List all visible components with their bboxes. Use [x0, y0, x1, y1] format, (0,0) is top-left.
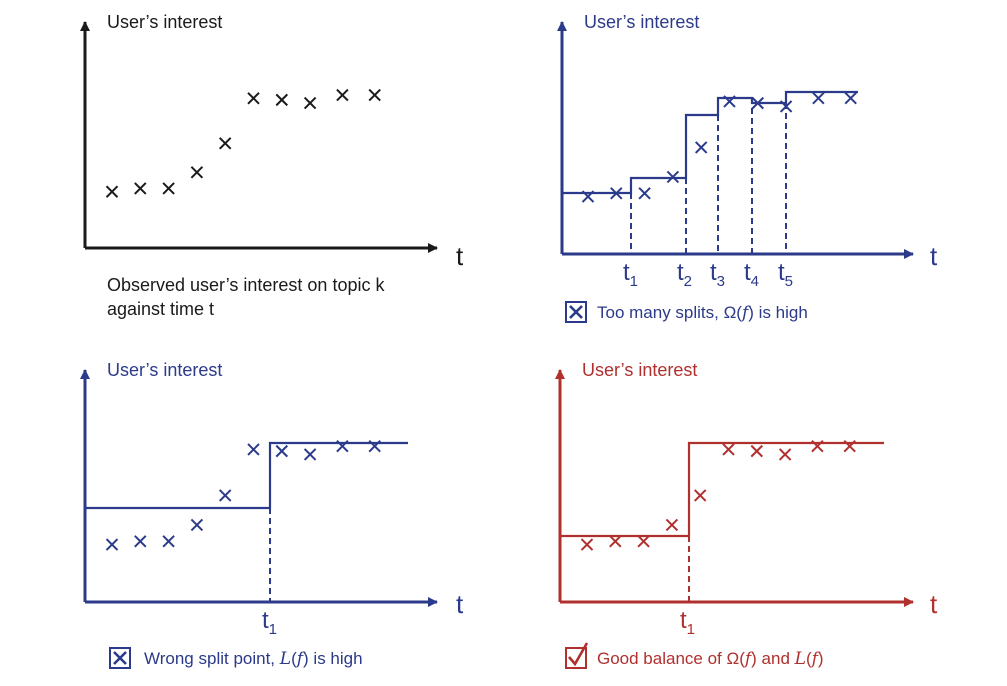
y-axis-label: User’s interest	[107, 360, 222, 380]
data-point-10	[368, 439, 381, 453]
y-axis-label: User’s interest	[107, 12, 222, 32]
data-point-4	[190, 518, 204, 532]
data-points	[105, 88, 381, 198]
data-point-8	[303, 96, 317, 110]
data-point-8	[779, 100, 793, 113]
tick-t1: t1	[262, 607, 277, 638]
svg-text:t1: t1	[262, 607, 277, 638]
caption-line-2: against time t	[107, 299, 214, 319]
panel-too-many-splits: User’s interest t t1 t2 t3 t4 t5 Too man…	[557, 12, 938, 323]
data-point-4	[666, 170, 680, 184]
data-point-7	[275, 444, 289, 458]
data-point-4	[190, 166, 204, 179]
tick-t3: t3	[710, 259, 725, 290]
panel-observed: User’s interest t Observed user’s intere…	[80, 12, 464, 319]
tick-t5: t5	[778, 259, 793, 290]
split-lines	[630, 98, 787, 254]
x-axis-label: t	[456, 241, 464, 271]
cross-box-icon	[109, 647, 131, 669]
data-point-2	[134, 535, 147, 548]
y-axis-label: User’s interest	[582, 360, 697, 380]
y-axis-label: User’s interest	[584, 12, 699, 32]
data-point-6	[723, 95, 736, 108]
data-point-1	[105, 185, 119, 198]
data-point-5	[693, 489, 707, 502]
data-point-8	[778, 448, 792, 461]
data-point-1	[105, 538, 119, 551]
step-function	[560, 441, 884, 538]
data-point-3	[162, 182, 175, 195]
data-point-2	[134, 182, 147, 195]
data-point-1	[581, 190, 595, 203]
data-point-6	[247, 92, 260, 105]
data-point-9	[812, 91, 825, 105]
data-point-2	[609, 535, 622, 548]
check-box-icon	[565, 642, 589, 669]
caption: Good balance of Ω(f) and L(f)	[597, 649, 824, 669]
data-point-5	[218, 137, 232, 150]
data-point-7	[275, 93, 289, 107]
svg-text:t5: t5	[778, 259, 793, 290]
data-point-9	[336, 88, 349, 102]
tick-t4: t4	[744, 259, 759, 290]
data-point-3	[638, 187, 651, 200]
caption: Too many splits, Ω(f) is high	[597, 303, 808, 323]
x-axis-label: t	[930, 589, 938, 619]
data-point-10	[844, 91, 857, 105]
data-point-9	[811, 439, 824, 453]
data-point-5	[694, 141, 708, 154]
data-points	[580, 439, 856, 551]
data-point-10	[368, 88, 381, 102]
panel-wrong-split: User’s interest t t1 Wrong split point, …	[80, 360, 464, 669]
data-point-2	[610, 187, 623, 200]
svg-text:t3: t3	[710, 259, 725, 290]
svg-text:t2: t2	[677, 259, 692, 290]
x-axis-label: t	[456, 589, 464, 619]
svg-text:t4: t4	[744, 259, 759, 290]
panel-good-balance: User’s interest t t1 Good balance of Ω(f…	[555, 360, 938, 669]
data-point-10	[843, 439, 856, 453]
cross-box-icon	[565, 301, 587, 323]
data-point-9	[336, 439, 349, 453]
data-point-7	[751, 96, 765, 110]
tick-t1: t1	[680, 607, 695, 638]
data-point-4	[665, 518, 679, 532]
caption: Wrong split point, L(f) is high	[144, 649, 363, 669]
data-point-3	[162, 535, 175, 548]
data-points	[105, 439, 381, 551]
data-point-6	[247, 443, 260, 456]
data-point-7	[750, 444, 764, 458]
data-point-1	[580, 538, 594, 551]
caption-line-1: Observed user’s interest on topic k	[107, 275, 385, 295]
data-point-3	[637, 535, 650, 548]
data-point-5	[218, 489, 232, 502]
step-function	[562, 90, 858, 195]
step-function	[85, 441, 408, 510]
svg-text:t1: t1	[680, 607, 695, 638]
svg-text:t1: t1	[623, 259, 638, 290]
tick-t2: t2	[677, 259, 692, 290]
tick-t1: t1	[623, 259, 638, 290]
x-axis-label: t	[930, 241, 938, 271]
data-point-8	[303, 448, 317, 461]
data-point-6	[722, 443, 735, 456]
data-points	[581, 91, 857, 203]
